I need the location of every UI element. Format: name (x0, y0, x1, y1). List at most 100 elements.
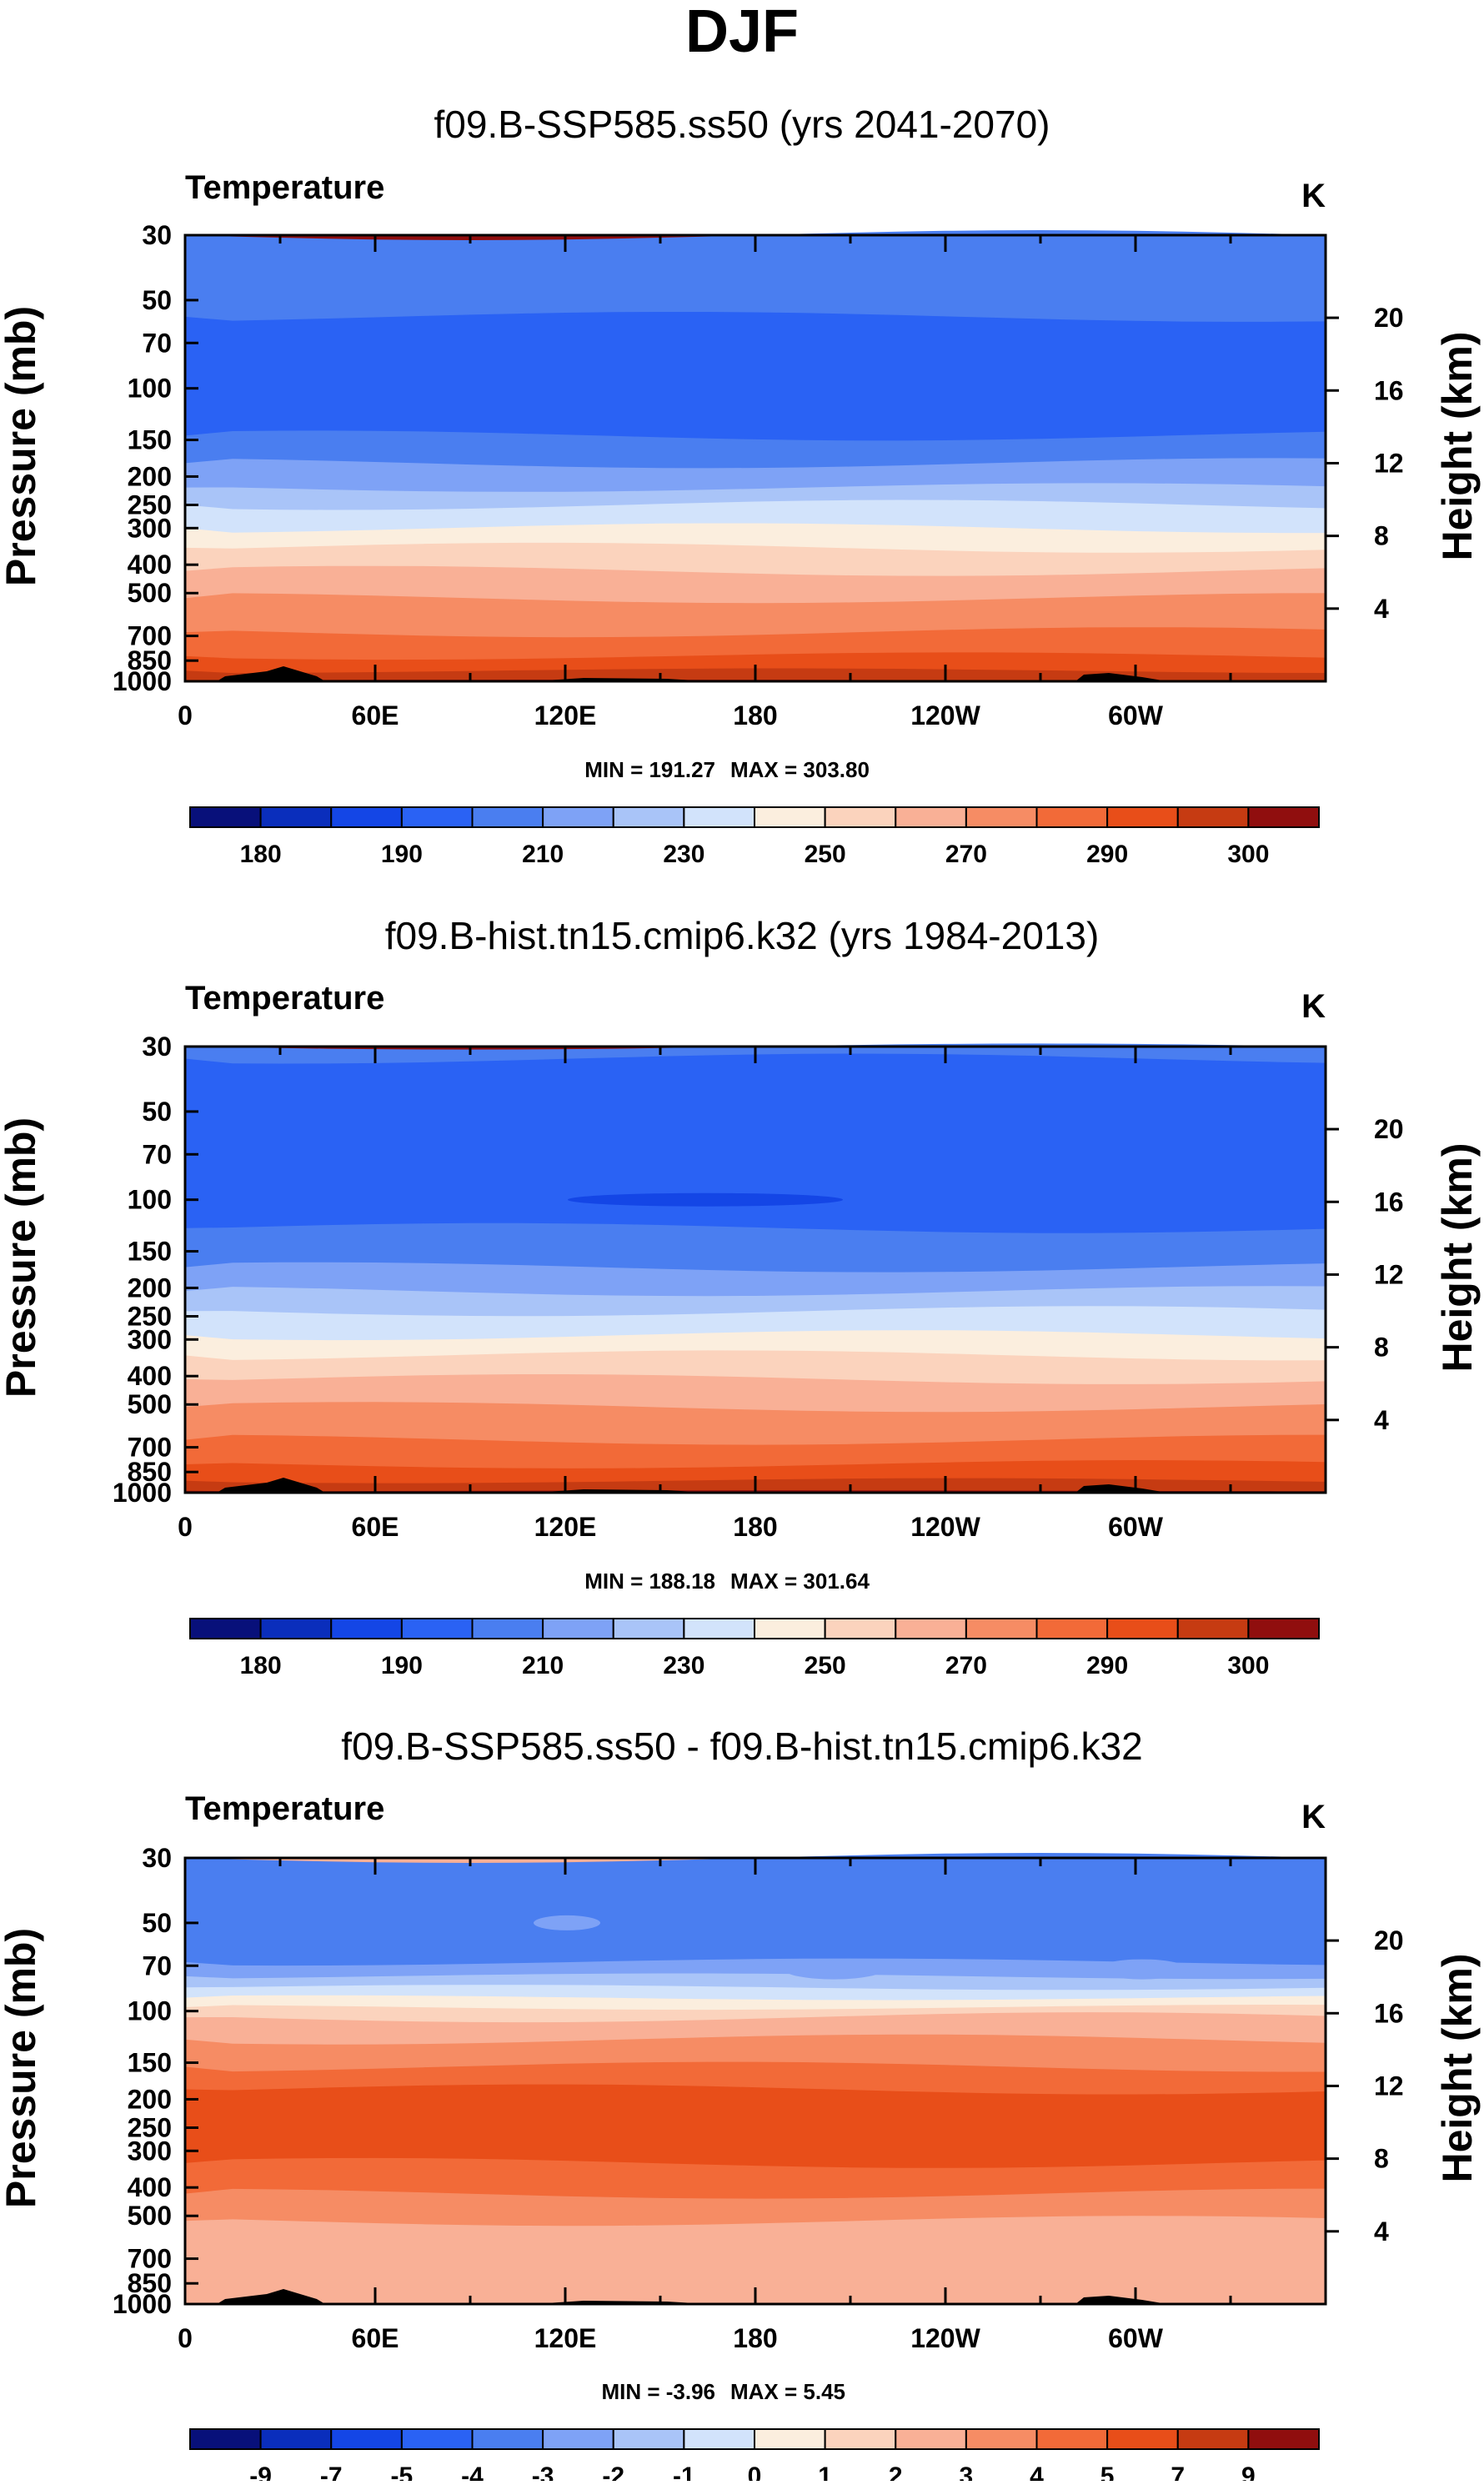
height-tick-label: 16 (1374, 375, 1404, 405)
pressure-tick-label: 30 (142, 1032, 172, 1062)
colorbar-swatch (965, 2428, 1038, 2450)
x-tick-label: 120W (910, 700, 980, 730)
colorbar-label: 190 (381, 1652, 423, 1679)
pressure-tick-label: 850 (128, 645, 172, 675)
x-tick-label: 180 (733, 2323, 777, 2353)
pressure-tick-label: 200 (128, 1273, 172, 1303)
colorbar-swatch (400, 806, 474, 828)
height-tick-label: 4 (1374, 2216, 1389, 2247)
cold-core-contour (568, 1192, 843, 1207)
panel-2-min: MIN = 188.18 (584, 1569, 715, 1594)
colorbar-swatch (189, 1618, 262, 1639)
x-tick-label: 60W (1108, 1512, 1164, 1542)
x-tick-label: 0 (178, 1512, 193, 1542)
topography-africa (217, 2289, 325, 2304)
colorbar-swatch (1176, 806, 1250, 828)
topography-americas (1075, 1484, 1167, 1493)
colorbar-label: 300 (1227, 841, 1269, 868)
colorbar-swatch (824, 806, 897, 828)
colorbar-swatch (612, 806, 685, 828)
panel-2-variable: Temperature (185, 980, 384, 1017)
pressure-tick-label: 100 (128, 1185, 172, 1215)
panel-2-max: MAX = 301.64 (730, 1569, 870, 1594)
pressure-tick-label: 70 (142, 328, 172, 358)
height-tick-label: 12 (1374, 2071, 1404, 2101)
contour-bump (1096, 1959, 1188, 1980)
colorbar-swatch (895, 1618, 967, 1639)
colorbar-label: 2 (889, 2462, 903, 2481)
colorbar-swatch (471, 806, 544, 828)
colorbar-swatch (400, 1618, 474, 1639)
colorbar-swatch (1106, 806, 1179, 828)
colorbar-label: 0 (748, 2462, 762, 2481)
topography-americas (1075, 673, 1167, 681)
panel-3-title: f09.B-SSP585.ss50 - f09.B-hist.tn15.cmip… (341, 1724, 1142, 1768)
colorbar-swatch (189, 2428, 262, 2450)
pressure-tick-label: 150 (128, 2048, 172, 2078)
colorbar-label: 230 (663, 841, 704, 868)
panel-2-ylabel-right: Height (km) (1434, 1143, 1481, 1373)
colorbar-label: -3 (532, 2462, 554, 2481)
colorbar-swatch (1176, 2428, 1250, 2450)
x-tick-label: 120E (534, 700, 597, 730)
colorbar-label: -7 (320, 2462, 343, 2481)
height-tick-label: 20 (1374, 1114, 1404, 1144)
panel-1-max: MAX = 303.80 (730, 757, 870, 782)
colorbar-label: -4 (461, 2462, 484, 2481)
colorbar-swatch (542, 1618, 614, 1639)
colorbar-swatch (1247, 1618, 1320, 1639)
pressure-tick-label: 1000 (113, 2289, 172, 2319)
panel-1-units: K (1301, 178, 1326, 214)
pressure-tick-label: 100 (128, 374, 172, 404)
colorbar-label: 7 (1171, 2462, 1185, 2481)
panel-3-colorbar: -9 -7 -5 -4 -3 -2 -1 0 1 2 3 4 5 7 9 (189, 2428, 1320, 2485)
panel-3-variable: Temperature (185, 1790, 384, 1827)
colorbar-swatch (1247, 2428, 1320, 2450)
colorbar-swatch (1106, 2428, 1179, 2450)
pressure-tick-label: 400 (128, 1361, 172, 1391)
height-tick-label: 16 (1374, 1998, 1404, 2028)
colorbar-swatch (259, 806, 333, 828)
x-tick-label: 60W (1108, 2323, 1164, 2353)
colorbar-swatch (1035, 2428, 1109, 2450)
height-tick-label: 12 (1374, 448, 1404, 478)
pressure-tick-label: 400 (128, 550, 172, 580)
pressure-tick-label: 250 (128, 1301, 172, 1331)
colorbar-label: 180 (240, 1652, 282, 1679)
colorbar-swatch (542, 2428, 614, 2450)
panel-1-colorbar: 180 190 210 230 250 270 290 300 (189, 806, 1320, 868)
colorbar-swatch (612, 2428, 685, 2450)
pressure-tick-label: 30 (142, 220, 172, 250)
panel-2-title: f09.B-hist.tn15.cmip6.k32 (yrs 1984-2013… (385, 914, 1100, 957)
colorbar-label: 230 (663, 1652, 704, 1679)
height-tick-label: 16 (1374, 1187, 1404, 1217)
colorbar-swatch (1247, 806, 1320, 828)
x-tick-label: 60E (352, 700, 399, 730)
colorbar-swatch (612, 1618, 685, 1639)
x-tick-label: 60W (1108, 700, 1164, 730)
colorbar-swatch (683, 2428, 755, 2450)
colorbar-label: 190 (381, 841, 423, 868)
colorbar-swatch (1035, 806, 1109, 828)
colorbar-swatch (824, 2428, 897, 2450)
panel-3-ylabel: Pressure (mb) (0, 1928, 44, 2208)
colorbar-label: 5 (1100, 2462, 1115, 2481)
x-tick-label: 0 (178, 2323, 193, 2353)
pressure-tick-label: 200 (128, 461, 172, 491)
height-tick-label: 8 (1374, 521, 1389, 551)
x-tick-label: 180 (733, 1512, 777, 1542)
colorbar-swatch (683, 1618, 755, 1639)
colorbar-label: 270 (945, 841, 987, 868)
topography-americas (1075, 2296, 1167, 2304)
height-tick-label: 20 (1374, 1925, 1404, 1955)
colorbar-label: -1 (673, 2462, 695, 2481)
x-tick-label: 120E (534, 2323, 597, 2353)
height-tick-label: 12 (1374, 1259, 1404, 1289)
lower-band-contour (185, 2231, 1326, 2304)
pressure-tick-label: 700 (128, 2244, 172, 2274)
colorbar-swatch (683, 806, 755, 828)
panel-3-max: MAX = 5.45 (730, 2379, 845, 2404)
colorbar-swatch (895, 2428, 967, 2450)
pressure-tick-label: 700 (128, 1433, 172, 1463)
